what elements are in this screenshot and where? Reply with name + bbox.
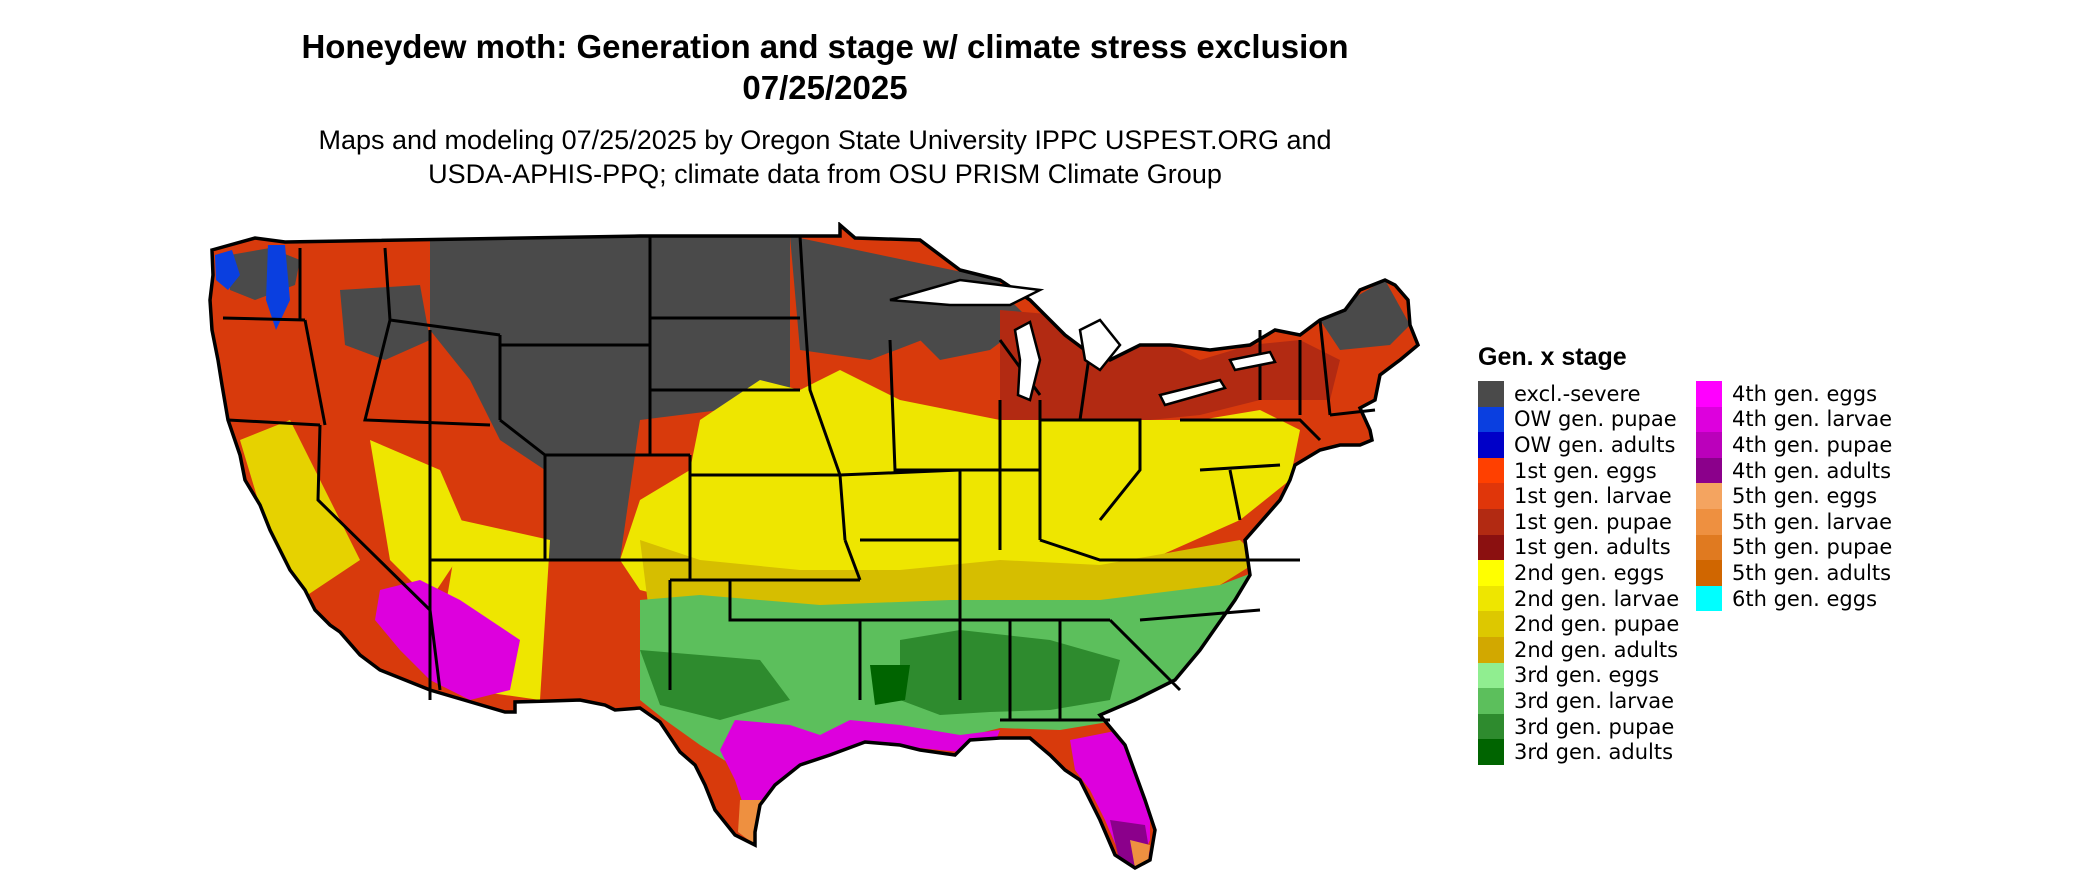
- us-map: [208, 222, 1421, 871]
- legend-item: 3rd gen. adults: [1478, 739, 1679, 765]
- legend-item: 2nd gen. larvae: [1478, 585, 1680, 612]
- legend-swatch: [1478, 713, 1504, 740]
- legend-swatch: [1478, 688, 1504, 714]
- legend-item: 2nd gen. eggs: [1478, 560, 1679, 586]
- legend-label: 6th gen. eggs: [1732, 586, 1878, 611]
- legend-item: 1st gen. pupae: [1478, 508, 1679, 535]
- legend-title: Gen. x stage: [1478, 343, 1627, 371]
- legend-label: 5th gen. pupae: [1732, 535, 1893, 560]
- legend-item: 4th gen. adults: [1696, 457, 1892, 484]
- legend-swatch: [1478, 534, 1504, 561]
- legend-swatch: [1696, 534, 1722, 561]
- title-line-1: Honeydew moth: Generation and stage w/ c…: [301, 28, 1349, 65]
- legend-label: 4th gen. pupae: [1732, 432, 1893, 457]
- legend-label: 3rd gen. adults: [1514, 740, 1674, 765]
- legend-label: 1st gen. adults: [1514, 535, 1671, 560]
- legend-item: 1st gen. larvae: [1478, 483, 1679, 509]
- legend-swatch: [1696, 381, 1722, 407]
- legend-item: 1st gen. eggs: [1478, 457, 1679, 484]
- legend-label: 5th gen. larvae: [1732, 509, 1893, 534]
- legend-item: OW gen. pupae: [1478, 406, 1679, 433]
- legend-label: 1st gen. eggs: [1514, 458, 1657, 483]
- legend-item: 2nd gen. adults: [1478, 636, 1679, 663]
- legend-swatch: [1696, 585, 1722, 612]
- legend-label: excl.-severe: [1514, 381, 1641, 406]
- legend-swatch: [1696, 457, 1722, 484]
- map-subtitle: Maps and modeling 07/25/2025 by Oregon S…: [0, 123, 1650, 191]
- legend-item: 3rd gen. pupae: [1478, 713, 1679, 740]
- legend-item: 5th gen. pupae: [1696, 534, 1893, 561]
- legend-item: 6th gen. eggs: [1696, 585, 1892, 612]
- legend-label: 2nd gen. larvae: [1514, 586, 1680, 611]
- legend-swatch: [1478, 432, 1504, 458]
- legend-item: 5th gen. adults: [1696, 560, 1892, 586]
- legend-swatch: [1478, 636, 1504, 663]
- legend-label: 2nd gen. adults: [1514, 637, 1679, 662]
- legend-swatch: [1696, 406, 1722, 433]
- legend-label: OW gen. pupae: [1514, 407, 1677, 432]
- legend-label: 3rd gen. eggs: [1514, 663, 1660, 688]
- legend-label: 2nd gen. pupae: [1514, 612, 1680, 637]
- subtitle-line-2: USDA-APHIS-PPQ; climate data from OSU PR…: [428, 159, 1222, 189]
- legend-swatch: [1478, 611, 1504, 637]
- legend-item: 4th gen. eggs: [1696, 381, 1892, 407]
- legend-item: 4th gen. larvae: [1696, 406, 1893, 433]
- legend-swatch: [1478, 585, 1504, 612]
- legend-label: OW gen. adults: [1514, 432, 1676, 457]
- legend-swatch: [1478, 483, 1504, 509]
- legend-label: 1st gen. pupae: [1514, 509, 1672, 534]
- legend-swatch: [1696, 483, 1722, 509]
- legend-label: 3rd gen. pupae: [1514, 714, 1675, 739]
- legend-swatch: [1696, 508, 1722, 535]
- legend-label: 4th gen. adults: [1732, 458, 1892, 483]
- legend-swatch: [1478, 406, 1504, 433]
- legend-item: 2nd gen. pupae: [1478, 611, 1679, 637]
- us-outline: [208, 222, 1421, 871]
- legend-swatch: [1478, 662, 1504, 689]
- legend-swatch: [1478, 560, 1504, 586]
- legend-label: 5th gen. eggs: [1732, 484, 1878, 509]
- subtitle-line-1: Maps and modeling 07/25/2025 by Oregon S…: [318, 125, 1332, 155]
- title-date: 07/25/2025: [742, 69, 908, 106]
- legend-swatch: [1478, 457, 1504, 484]
- legend-item: OW gen. adults: [1478, 432, 1679, 458]
- legend-label: 4th gen. eggs: [1732, 381, 1878, 406]
- legend-item: 1st gen. adults: [1478, 534, 1679, 561]
- legend-swatch: [1696, 560, 1722, 586]
- legend-item: 3rd gen. larvae: [1478, 688, 1679, 714]
- legend-label: 2nd gen. eggs: [1514, 560, 1665, 585]
- legend-column-2: 4th gen. eggs 4th gen. larvae 4th gen. p…: [1696, 381, 1893, 612]
- legend-swatch: [1478, 739, 1504, 765]
- legend-column-1: excl.-severe OW gen. pupae OW gen. adult…: [1478, 381, 1679, 765]
- great-lakes: [889, 278, 1277, 407]
- legend-item: 5th gen. larvae: [1696, 508, 1893, 535]
- legend-swatch: [1696, 432, 1722, 458]
- legend-swatch: [1478, 381, 1504, 407]
- legend-label: 4th gen. larvae: [1732, 407, 1893, 432]
- legend-item: 3rd gen. eggs: [1478, 662, 1679, 689]
- map-title: Honeydew moth: Generation and stage w/ c…: [0, 26, 1650, 108]
- legend-label: 3rd gen. larvae: [1514, 688, 1675, 713]
- legend-swatch: [1478, 508, 1504, 535]
- legend-label: 1st gen. larvae: [1514, 484, 1672, 509]
- legend-item: 4th gen. pupae: [1696, 432, 1892, 458]
- legend-item: excl.-severe: [1478, 381, 1679, 407]
- legend-label: 5th gen. adults: [1732, 560, 1892, 585]
- legend-item: 5th gen. eggs: [1696, 483, 1892, 509]
